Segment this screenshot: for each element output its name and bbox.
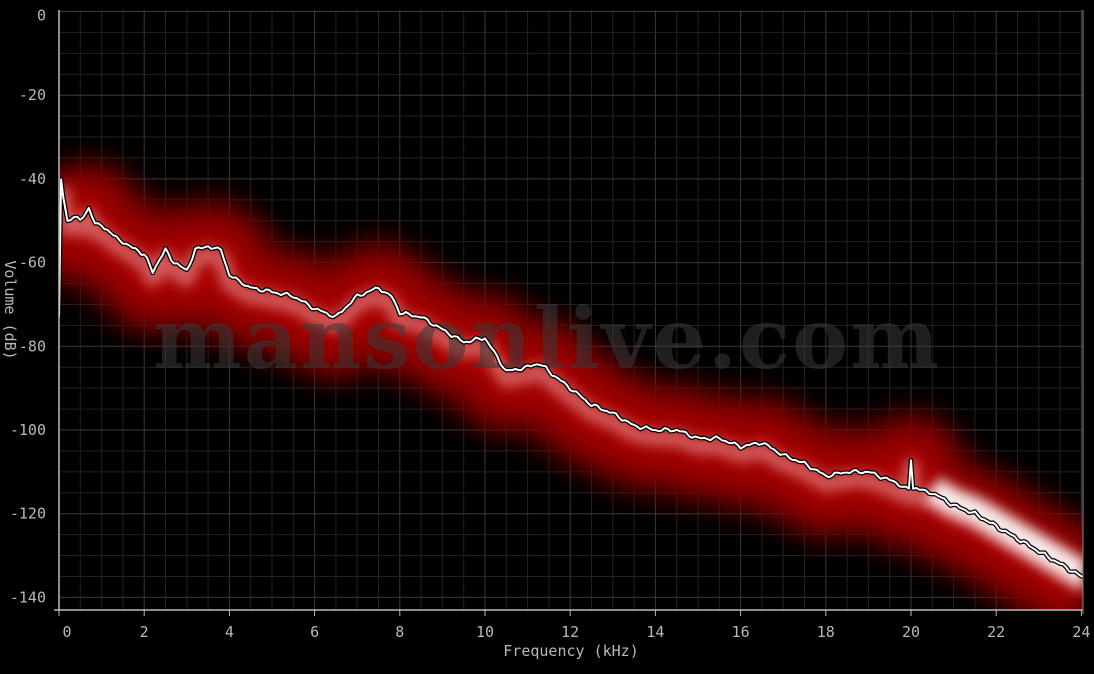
x-tick-label: 4 bbox=[225, 623, 234, 641]
x-tick-label: 2 bbox=[140, 623, 149, 641]
x-tick-label: 18 bbox=[817, 623, 835, 641]
y-tick-label: -40 bbox=[19, 170, 46, 188]
x-tick-label: 22 bbox=[987, 623, 1005, 641]
spectrum-band bbox=[59, 148, 1083, 610]
y-tick-label: -140 bbox=[10, 588, 46, 606]
x-tick-label: 16 bbox=[732, 623, 750, 641]
x-tick-label: 6 bbox=[310, 623, 319, 641]
watermark: mansonlive.com bbox=[153, 289, 941, 388]
y-tick-label: -20 bbox=[19, 86, 46, 104]
y-tick-label: 0 bbox=[37, 7, 46, 25]
x-ticks: 0 2 4 6 8 10 12 14 16 18 20 22 24 bbox=[58, 610, 1090, 641]
x-tick-label: 8 bbox=[395, 623, 404, 641]
y-tick-label: -60 bbox=[19, 254, 46, 272]
x-tick-label: 0 bbox=[62, 623, 71, 641]
x-tick-label: 12 bbox=[561, 623, 579, 641]
x-tick-label: 24 bbox=[1072, 623, 1090, 641]
band-highfreq bbox=[925, 477, 1083, 586]
y-tick-label: -80 bbox=[19, 337, 46, 355]
band-inner bbox=[59, 185, 1083, 593]
y-tick-label: -120 bbox=[10, 505, 46, 523]
x-tick-label: 10 bbox=[476, 623, 494, 641]
y-axis-label: Volume (dB) bbox=[1, 260, 19, 359]
x-tick-label: 20 bbox=[902, 623, 920, 641]
y-tick-label: -100 bbox=[10, 421, 46, 439]
y-ticks: 0 -20 -40 -60 -80 -100 -120 -140 bbox=[10, 7, 46, 607]
x-tick-label: 14 bbox=[646, 623, 664, 641]
x-axis-label: Frequency (kHz) bbox=[503, 642, 638, 660]
mean-line bbox=[59, 178, 1083, 578]
